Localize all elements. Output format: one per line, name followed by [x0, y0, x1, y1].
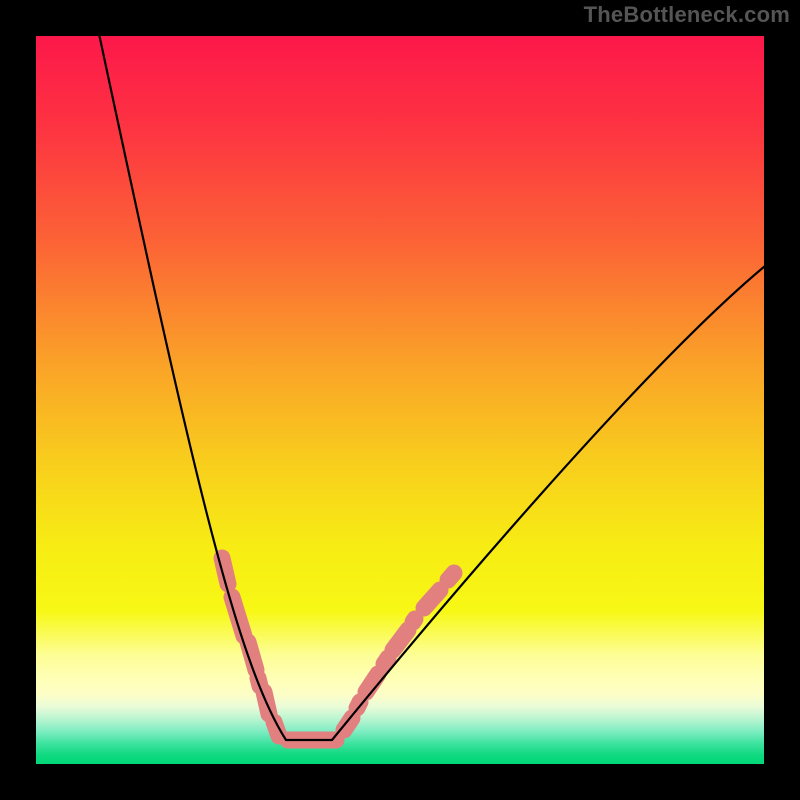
bead-segment	[384, 658, 388, 664]
bead-segment	[366, 674, 378, 692]
bead-segment	[413, 619, 415, 622]
bead-segment	[424, 590, 440, 608]
chart-stage: TheBottleneck.com	[0, 0, 800, 800]
bead-segment	[393, 630, 408, 650]
watermark-text: TheBottleneck.com	[584, 2, 790, 28]
bead-segment	[448, 573, 454, 580]
bead-segment	[232, 597, 244, 636]
bottleneck-chart-svg	[0, 0, 800, 800]
